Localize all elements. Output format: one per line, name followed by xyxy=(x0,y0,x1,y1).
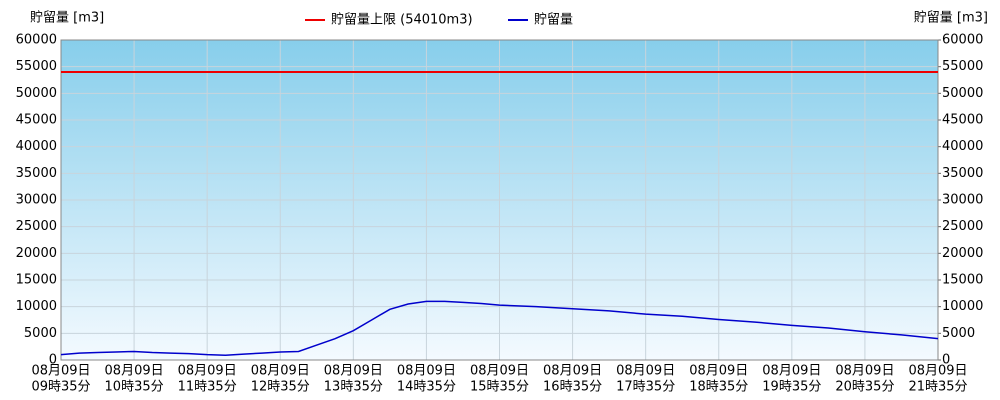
y2-tick-label: 10000 xyxy=(942,299,983,314)
y2-tick-label: 60000 xyxy=(942,33,983,48)
x-tick-label: 08月09日 xyxy=(31,364,90,379)
x-tick-label: 08月09日 xyxy=(835,364,894,379)
y2-tick-label: 30000 xyxy=(942,193,983,208)
y2-tick-label: 25000 xyxy=(942,219,983,234)
y-tick-label: 5000 xyxy=(24,326,57,341)
x-tick-label: 11時35分 xyxy=(178,380,237,395)
y2-tick-label: 55000 xyxy=(942,59,983,74)
y2-tick-label: 0 xyxy=(942,353,950,368)
x-tick-label: 19時35分 xyxy=(762,380,821,395)
legend-label: 貯留量 xyxy=(534,13,573,28)
y-tick-label: 0 xyxy=(49,353,57,368)
x-tick-label: 08月09日 xyxy=(105,364,164,379)
x-tick-label: 18時35分 xyxy=(689,380,748,395)
x-tick-label: 17時35分 xyxy=(616,380,675,395)
y2-tick-label: 50000 xyxy=(942,86,983,101)
legend-label: 貯留量上限 (54010m3) xyxy=(331,13,473,28)
x-tick-label: 08月09日 xyxy=(251,364,310,379)
y2-tick-label: 45000 xyxy=(942,113,983,128)
y-tick-label: 55000 xyxy=(16,59,57,74)
x-tick-label: 10時35分 xyxy=(105,380,164,395)
x-tick-label: 13時35分 xyxy=(324,380,383,395)
y-axis-title: 貯留量 [m3] xyxy=(30,11,104,26)
y-tick-label: 35000 xyxy=(16,166,57,181)
x-tick-label: 08月09日 xyxy=(616,364,675,379)
x-tick-label: 09時35分 xyxy=(31,380,90,395)
data-line xyxy=(60,300,939,356)
y-tick-label: 50000 xyxy=(16,86,57,101)
y-tick-label: 60000 xyxy=(16,33,57,48)
y-tick-label: 20000 xyxy=(16,246,57,261)
y-tick-label: 10000 xyxy=(16,299,57,314)
x-tick-label: 08月09日 xyxy=(908,364,967,379)
x-tick-label: 08月09日 xyxy=(470,364,529,379)
x-tick-label: 14時35分 xyxy=(397,380,456,395)
plot-frame xyxy=(60,39,939,361)
y2-axis-title: 貯留量 [m3] xyxy=(914,11,988,26)
y2-tick-label: 35000 xyxy=(942,166,983,181)
x-tick-label: 15時35分 xyxy=(470,380,529,395)
x-tick-label: 08月09日 xyxy=(543,364,602,379)
x-tick-label: 12時35分 xyxy=(251,380,310,395)
y-tick-label: 30000 xyxy=(16,193,57,208)
x-tick-label: 08月09日 xyxy=(397,364,456,379)
x-tick-label: 08月09日 xyxy=(324,364,383,379)
x-tick-label: 08月09日 xyxy=(689,364,748,379)
y-tick-label: 45000 xyxy=(16,113,57,128)
y2-tick-label: 20000 xyxy=(942,246,983,261)
y-tick-label: 25000 xyxy=(16,219,57,234)
x-tick-label: 21時35分 xyxy=(908,380,967,395)
y2-tick-label: 40000 xyxy=(942,139,983,154)
y2-tick-label: 15000 xyxy=(942,273,983,288)
x-tick-label: 20時35分 xyxy=(835,380,894,395)
x-tick-label: 08月09日 xyxy=(762,364,821,379)
y-tick-label: 15000 xyxy=(16,273,57,288)
y2-tick-label: 5000 xyxy=(942,326,975,341)
x-tick-label: 16時35分 xyxy=(543,380,602,395)
y-tick-label: 40000 xyxy=(16,139,57,154)
x-tick-label: 08月09日 xyxy=(178,364,237,379)
